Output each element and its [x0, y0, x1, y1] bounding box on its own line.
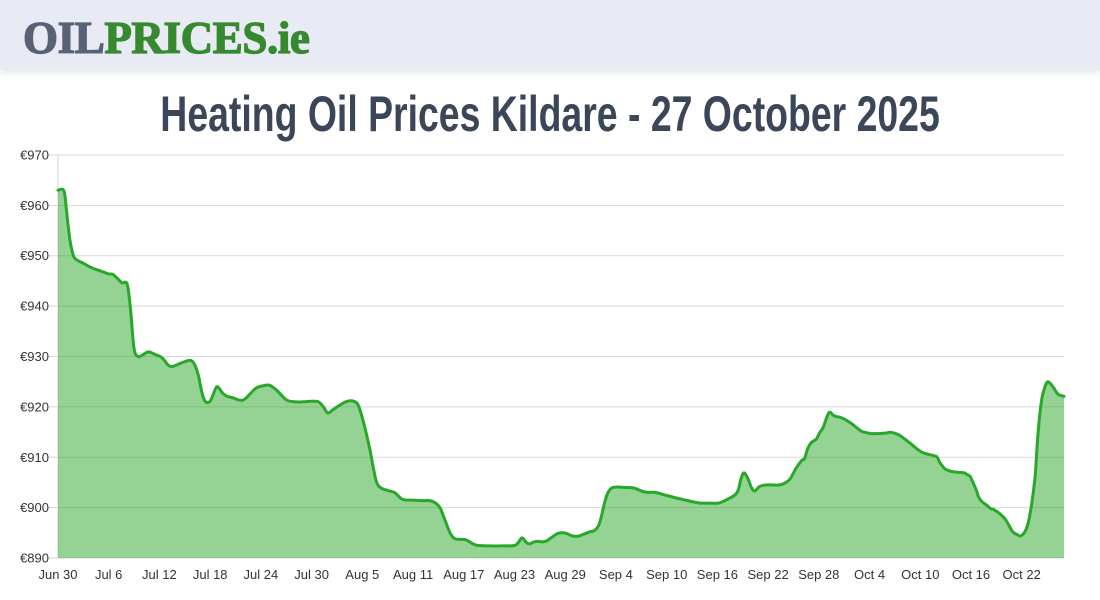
- svg-text:Sep 16: Sep 16: [697, 567, 738, 582]
- svg-text:Jun 30: Jun 30: [38, 567, 77, 582]
- svg-text:Oct 16: Oct 16: [952, 567, 990, 582]
- svg-text:Jul 18: Jul 18: [193, 567, 228, 582]
- svg-text:Jul 30: Jul 30: [294, 567, 329, 582]
- svg-text:Sep 22: Sep 22: [747, 567, 788, 582]
- svg-text:Aug 17: Aug 17: [443, 567, 484, 582]
- svg-text:€920: €920: [20, 399, 49, 414]
- svg-text:€950: €950: [20, 248, 49, 263]
- svg-text:Sep 10: Sep 10: [646, 567, 687, 582]
- svg-text:€970: €970: [20, 148, 49, 163]
- svg-text:€940: €940: [20, 299, 49, 314]
- svg-text:Jul 6: Jul 6: [95, 567, 122, 582]
- svg-text:Aug 11: Aug 11: [393, 567, 433, 582]
- svg-text:Aug 5: Aug 5: [345, 567, 379, 582]
- svg-text:Sep 28: Sep 28: [798, 567, 839, 582]
- svg-text:€930: €930: [20, 349, 49, 364]
- svg-text:Aug 29: Aug 29: [545, 567, 586, 582]
- svg-text:Oct 22: Oct 22: [1003, 567, 1041, 582]
- svg-text:€900: €900: [20, 500, 49, 515]
- svg-text:Sep 4: Sep 4: [599, 567, 633, 582]
- svg-text:Jul 24: Jul 24: [244, 567, 279, 582]
- svg-text:€960: €960: [20, 198, 49, 213]
- svg-text:Aug 23: Aug 23: [494, 567, 535, 582]
- svg-text:€910: €910: [20, 450, 49, 465]
- svg-text:Oct 10: Oct 10: [901, 567, 939, 582]
- svg-text:€890: €890: [20, 551, 49, 566]
- svg-text:Jul 12: Jul 12: [142, 567, 177, 582]
- svg-text:Oct 4: Oct 4: [854, 567, 885, 582]
